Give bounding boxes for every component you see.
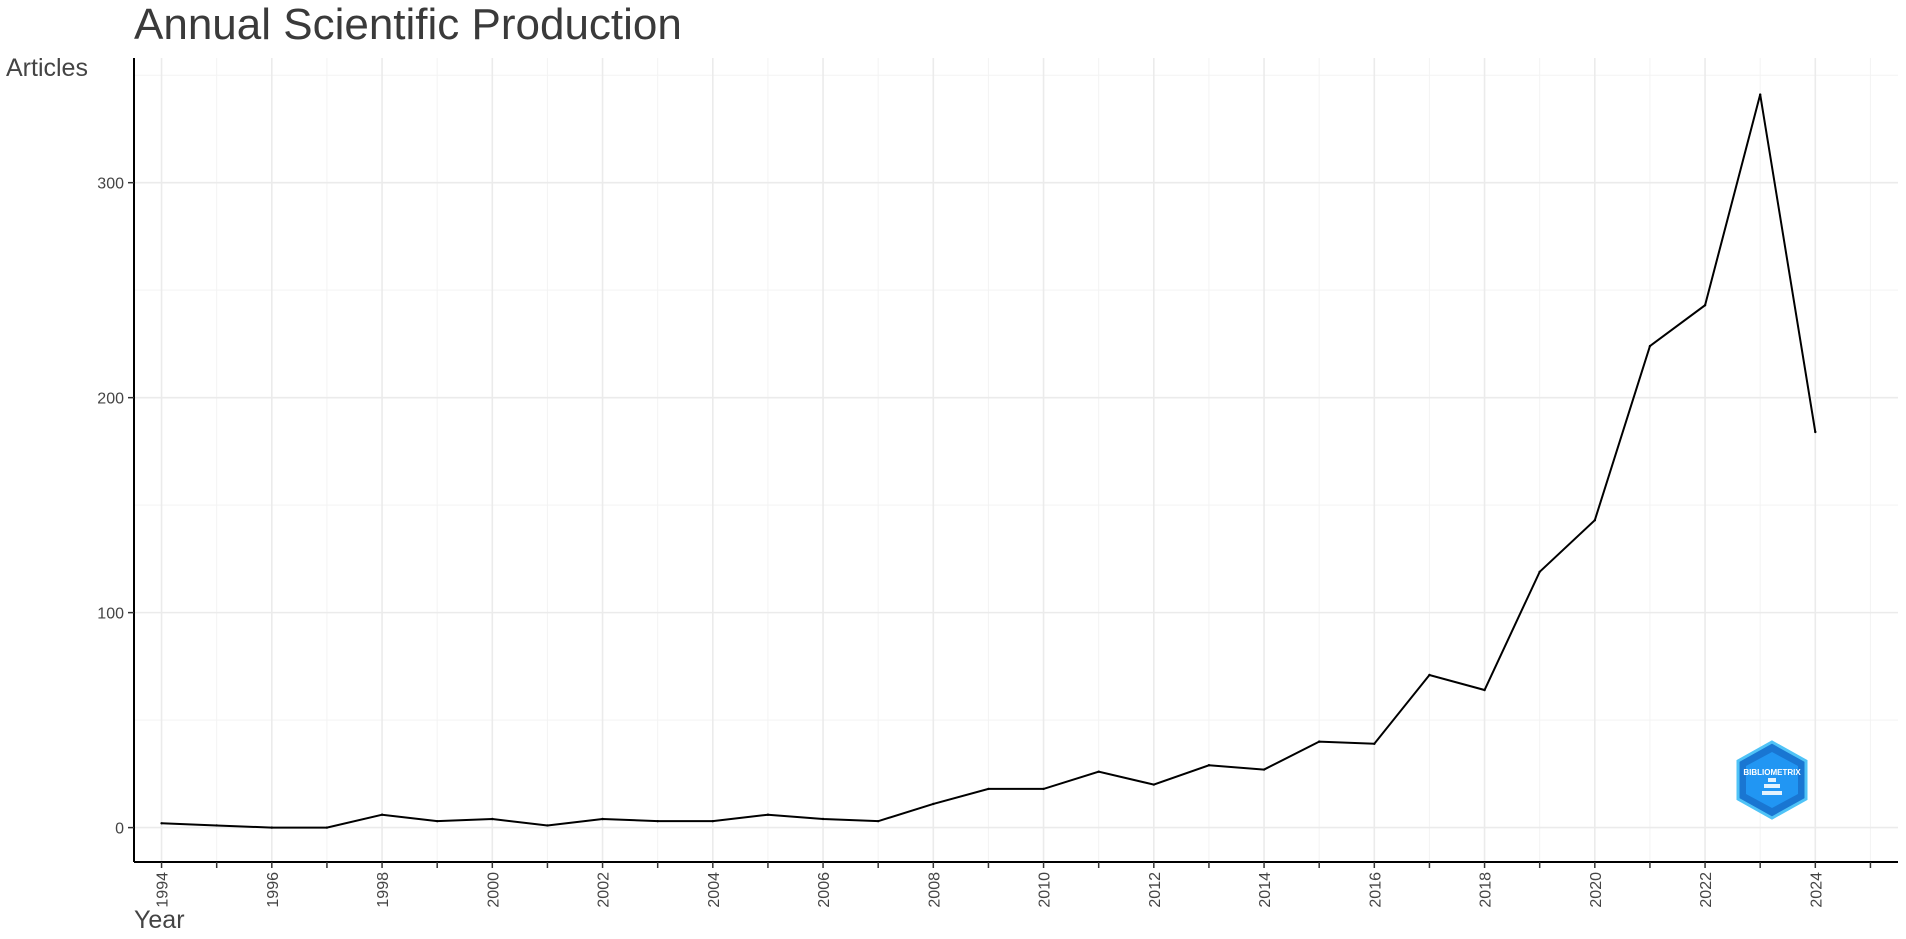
data-point	[1428, 673, 1431, 677]
grid-major	[134, 58, 1898, 862]
data-point	[1814, 430, 1817, 434]
data-point	[987, 787, 990, 791]
y-ticks: 0 100 200 300	[97, 176, 134, 838]
x-tick-label: 2016	[1367, 872, 1384, 908]
data-point	[270, 826, 274, 829]
data-point	[821, 817, 825, 821]
data-point	[601, 817, 604, 821]
data-point	[1648, 344, 1652, 348]
data-point	[1703, 304, 1707, 307]
y-tick-label: 0	[115, 821, 124, 838]
data-point	[1262, 768, 1266, 771]
data-point	[1207, 764, 1211, 767]
data-point	[766, 813, 770, 816]
data-point	[546, 824, 549, 827]
y-axis-label: Articles	[6, 54, 88, 82]
data-point	[656, 819, 659, 823]
y-tick-label: 200	[97, 391, 124, 408]
data-point	[1538, 570, 1541, 573]
data-point	[380, 813, 384, 816]
x-tick-label: 2022	[1698, 872, 1715, 908]
data-point	[1373, 742, 1376, 745]
data-point	[215, 824, 218, 827]
axes	[133, 58, 1898, 863]
x-tick-label: 2018	[1478, 872, 1495, 908]
data-point	[325, 826, 329, 829]
x-tick-label: 2020	[1588, 872, 1605, 908]
data-point	[1593, 518, 1597, 522]
x-tick-label: 2002	[596, 872, 613, 908]
x-ticks: 1994 1996 1998 2000 2002 2004 2006 2008 2010 2012…	[155, 862, 1872, 908]
grid-minor	[134, 58, 1898, 862]
data-point	[932, 802, 935, 806]
logo-tower-icon	[1762, 778, 1782, 795]
x-tick-label: 2012	[1147, 872, 1164, 908]
data-point	[435, 819, 439, 823]
data-point	[1758, 93, 1762, 96]
data-point	[1483, 688, 1486, 692]
x-tick-label: 1996	[265, 872, 282, 908]
x-tick-label: 2014	[1257, 872, 1274, 908]
data-point	[711, 819, 715, 823]
data-point	[1152, 783, 1156, 786]
x-tick-label: 1998	[375, 872, 392, 908]
x-tick-label: 1994	[155, 872, 172, 908]
series-layer	[160, 93, 1817, 829]
x-tick-label: 2008	[926, 872, 943, 908]
x-tick-label: 2024	[1808, 872, 1825, 908]
data-point	[1317, 740, 1321, 743]
data-point	[1097, 770, 1100, 773]
x-axis-label: Year	[134, 906, 185, 934]
x-tick-label: 2000	[485, 872, 502, 908]
bibliometrix-logo: BIBLIOMETRIX	[1736, 740, 1808, 820]
x-tick-label: 2006	[816, 872, 833, 908]
y-tick-label: 300	[97, 176, 124, 193]
data-point	[160, 822, 163, 825]
logo-text: BIBLIOMETRIX	[1743, 768, 1801, 777]
data-point	[1042, 787, 1045, 791]
y-tick-label: 100	[97, 606, 124, 623]
chart-title: Annual Scientific Production	[134, 0, 682, 49]
x-tick-label: 2004	[706, 872, 723, 908]
data-point	[876, 819, 880, 823]
x-tick-label: 2010	[1037, 872, 1054, 908]
data-point	[491, 817, 494, 821]
